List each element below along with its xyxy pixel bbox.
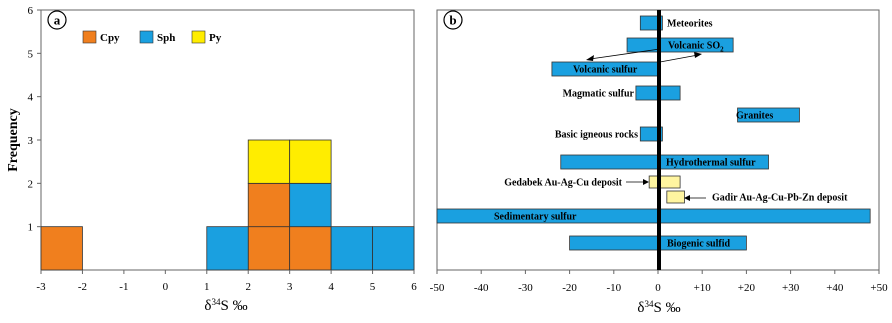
panel-b-x-ticks: -50 -40 -30 -20 -10 0 +10 +20 +30 +40 +50 [430, 270, 888, 294]
arrow-volcanic-so2-right-head [694, 52, 702, 58]
bar-py-bin-3-level-3 [289, 139, 332, 184]
panel-a-bars [40, 139, 415, 271]
arrow-volcanic-so2-right [659, 54, 699, 63]
range-bar-meteorites [639, 15, 663, 31]
panel-b-annotation-arrows [586, 48, 706, 201]
b-xtick-label-10: +10 [694, 282, 712, 294]
a-xtick-label-6: 6 [411, 281, 417, 293]
b-xtick-label-40: -40 [474, 282, 489, 294]
range-label-meteorites: Meteorites [667, 19, 713, 30]
a-xtick-label-2: -2 [78, 281, 87, 293]
b-xtick-label-30: +30 [782, 282, 800, 294]
panel-a-y-axis-label: Frequency [6, 108, 21, 172]
bar-sph-bin-4-level-1 [330, 226, 373, 271]
a-xtick-label-3: 3 [287, 281, 293, 293]
range-label-volcanic-so2: Volcanic SO2 [668, 41, 724, 54]
arrow-volcanic-so2-left-head [586, 55, 594, 61]
range-label-gedabek-au-ag-cu-deposit: Gedabek Au-Ag-Cu deposit [504, 178, 622, 189]
range-label-sedimentary-sulfur: Sedimentary sulfur [494, 212, 577, 223]
arrow-gadir-head [684, 195, 690, 201]
b-xtick-label-40: +40 [826, 282, 844, 294]
range-label-magmatic-sulfur: Magmatic sulfur [563, 89, 635, 100]
bar-cpy-bin-3-level-1 [40, 226, 83, 271]
bar-py-bin-2-level-3 [247, 139, 291, 184]
bar-cpy-bin-2-level-2 [247, 182, 291, 228]
bar-cpy-bin-2-level-1 [247, 226, 291, 271]
panel-a-y-ticks: 1 2 3 4 5 6 [28, 5, 41, 234]
panel-a-legend: Cpy Sph Py [82, 30, 222, 44]
bar-sph-bin-1-level-1 [206, 226, 249, 271]
panel-b-label: b [449, 13, 456, 28]
range-label-basic-igneous-rocks: Basic igneous rocks [555, 130, 638, 141]
range-bar-gadir-au-ag-cu-pb-zn-deposit [666, 190, 685, 204]
bar-cpy-bin-3-level-1 [289, 226, 332, 271]
bar-sph-bin-5-level-1 [372, 226, 415, 271]
legend-label-sph: Sph [157, 32, 175, 44]
arrow-volcanic-so2-left [589, 48, 661, 60]
arrow-gedabek-head [643, 179, 649, 185]
range-bar-gedabek-au-ag-cu-deposit [648, 175, 681, 189]
b-xtick-label-0: 0 [655, 282, 661, 294]
panel-b-range-labels: Meteorites Volcanic SO2 Volcanic sulfur Mag… [494, 19, 848, 250]
legend-label-cpy: Cpy [100, 32, 120, 44]
range-bar-basic-igneous-rocks [639, 126, 663, 142]
range-bar-granites [737, 107, 800, 123]
panel-a-x-ticks: -3 -2 -1 0 1 2 3 4 5 6 [36, 270, 417, 293]
range-bar-hydrothermal-sulfur [560, 154, 769, 170]
legend-swatch-cpy [82, 30, 97, 44]
range-label-gadir-au-ag-cu-pb-zn-deposit: Gadir Au-Ag-Cu-Pb-Zn deposit [712, 193, 848, 204]
legend-swatch-sph [139, 30, 154, 44]
legend-swatch-py [191, 30, 206, 44]
bar-sph-bin-3-level-2 [289, 182, 332, 228]
range-label-hydrothermal-sulfur: Hydrothermal sulfur [666, 158, 756, 169]
panel-b-label-badge: b [443, 10, 463, 30]
b-xtick-label-20: +20 [738, 282, 756, 294]
a-ytick-label-5: 5 [28, 48, 34, 60]
panel-a-label: a [54, 13, 61, 28]
range-label-granites: Granites [736, 111, 773, 122]
a-ytick-label-4: 4 [28, 92, 34, 104]
b-xtick-label-10: -10 [606, 282, 621, 294]
a-ytick-label-2: 2 [28, 178, 34, 190]
a-xtick-label-1: 1 [204, 281, 210, 293]
panel-b-x-axis-label: δ34S ‰ [637, 299, 680, 316]
panel-a-x-axis-label: δ34S ‰ [204, 297, 247, 314]
panel-a-histogram: 1 2 3 4 5 6 -3 -2 -1 0 1 2 3 4 5 6 a Cpy Sph Py Frequenc… [6, 5, 417, 314]
a-xtick-label-3: -3 [36, 281, 46, 293]
b-xtick-label-20: -20 [562, 282, 577, 294]
a-xtick-label-4: 4 [328, 281, 334, 293]
b-xtick-label-50: -50 [430, 282, 445, 294]
b-xtick-label-50: +50 [870, 282, 888, 294]
a-xtick-label-1: -1 [119, 281, 128, 293]
a-xtick-label-5: 5 [370, 281, 376, 293]
a-xtick-label-0: 0 [163, 281, 169, 293]
range-label-volcanic-sulfur: Volcanic sulfur [573, 65, 638, 76]
b-xtick-label-30: -30 [518, 282, 533, 294]
panel-a-label-badge: a [47, 10, 67, 30]
a-xtick-label-2: 2 [245, 281, 251, 293]
range-bar-sedimentary-sulfur [436, 208, 871, 224]
a-ytick-label-1: 1 [28, 222, 34, 234]
range-label-biogenic-sulfid: Biogenic sulfid [667, 239, 731, 250]
range-bar-volcanic-so2 [626, 37, 734, 53]
panel-b-bars [436, 15, 871, 251]
panel-b-range-chart: Meteorites Volcanic SO2 Volcanic sulfur Mag… [430, 9, 888, 316]
legend-label-py: Py [209, 32, 222, 44]
a-ytick-label-6: 6 [28, 5, 34, 17]
a-ytick-label-3: 3 [28, 135, 34, 147]
